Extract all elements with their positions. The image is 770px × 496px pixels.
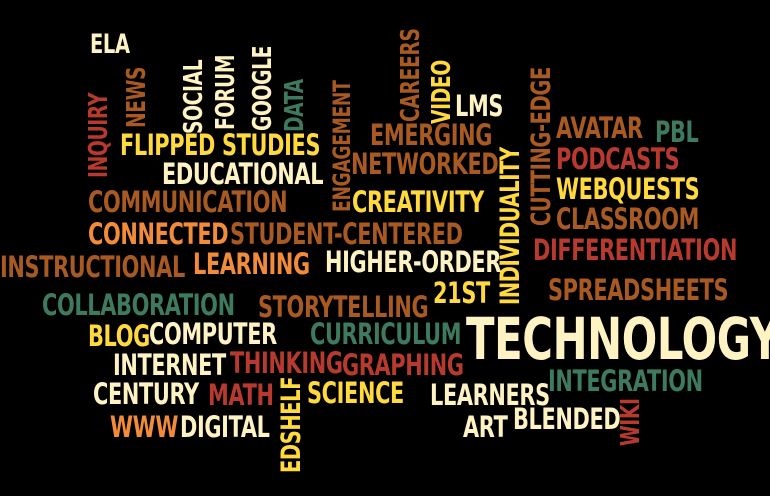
word-century: CENTURY xyxy=(93,377,199,411)
word-video: VIDEO xyxy=(427,60,457,124)
word-21st: 21ST xyxy=(433,276,490,310)
word-inquiry: INQUIRY xyxy=(84,92,114,178)
word-pbl: PBL xyxy=(655,115,699,149)
word-individuality: INDIVIDUALITY xyxy=(495,147,526,305)
word-data: DATA xyxy=(280,79,310,132)
word-flipped: FLIPPED xyxy=(120,128,216,162)
word-digital: DIGITAL xyxy=(180,410,270,444)
word-google: GOOGLE xyxy=(248,45,278,132)
word-technology: TECHNOLOGY xyxy=(466,305,770,373)
word-learners: LEARNERS xyxy=(430,378,550,412)
word-learning: LEARNING xyxy=(193,247,310,281)
word-networked: NETWORKED xyxy=(351,147,499,181)
word-art: ART xyxy=(463,410,508,444)
word-news: NEWS xyxy=(122,66,152,128)
word-computer: COMPUTER xyxy=(149,317,277,351)
word-edshelf: EDSHELF xyxy=(276,376,307,473)
word-classroom: CLASSROOM xyxy=(556,202,700,236)
word-curriculum: CURRICULUM xyxy=(310,317,462,351)
word-graphing: GRAPHING xyxy=(342,348,464,382)
word-webquests: WEBQUESTS xyxy=(556,172,700,206)
word-avatar: AVATAR xyxy=(556,111,643,145)
word-connected: CONNECTED xyxy=(88,217,229,251)
word-instructional: INSTRUCTIONAL xyxy=(0,250,185,284)
word-internet: INTERNET xyxy=(113,348,226,382)
word-emerging: EMERGING xyxy=(370,118,493,152)
word-differentiation: DIFFERENTIATION xyxy=(533,233,738,267)
word-forum: FORUM xyxy=(211,54,241,130)
word-integration: INTEGRATION xyxy=(548,364,703,398)
word-podcasts: PODCASTS xyxy=(556,142,680,176)
word-student-centered: STUDENT-CENTERED xyxy=(230,217,463,251)
word-lms: LMS xyxy=(455,89,504,123)
word-careers: CAREERS xyxy=(396,28,426,123)
word-storytelling: STORYTELLING xyxy=(258,290,429,324)
word-wiki: WIKI xyxy=(616,398,646,446)
word-higher-order: HIGHER-ORDER xyxy=(325,245,502,279)
word-collaboration: COLLABORATION xyxy=(42,288,235,322)
word-math: MATH xyxy=(208,378,274,412)
word-social: SOCIAL xyxy=(179,59,209,134)
word-science: SCIENCE xyxy=(307,376,404,410)
word-thinking: THINKING xyxy=(230,346,343,380)
word-www: WWW xyxy=(110,410,179,444)
word-studies: STUDIES xyxy=(222,128,321,162)
word-communication: COMMUNICATION xyxy=(88,185,288,219)
word-educational: EDUCATIONAL xyxy=(162,157,324,191)
word-spreadsheets: SPREADSHEETS xyxy=(548,273,729,307)
word-ela: ELA xyxy=(90,29,130,60)
word-creativity: CREATIVITY xyxy=(352,185,484,219)
word-blended: BLENDED xyxy=(513,402,621,436)
word-cutting-edge: CUTTING-EDGE xyxy=(526,67,557,226)
word-blog: BLOG xyxy=(88,319,150,353)
